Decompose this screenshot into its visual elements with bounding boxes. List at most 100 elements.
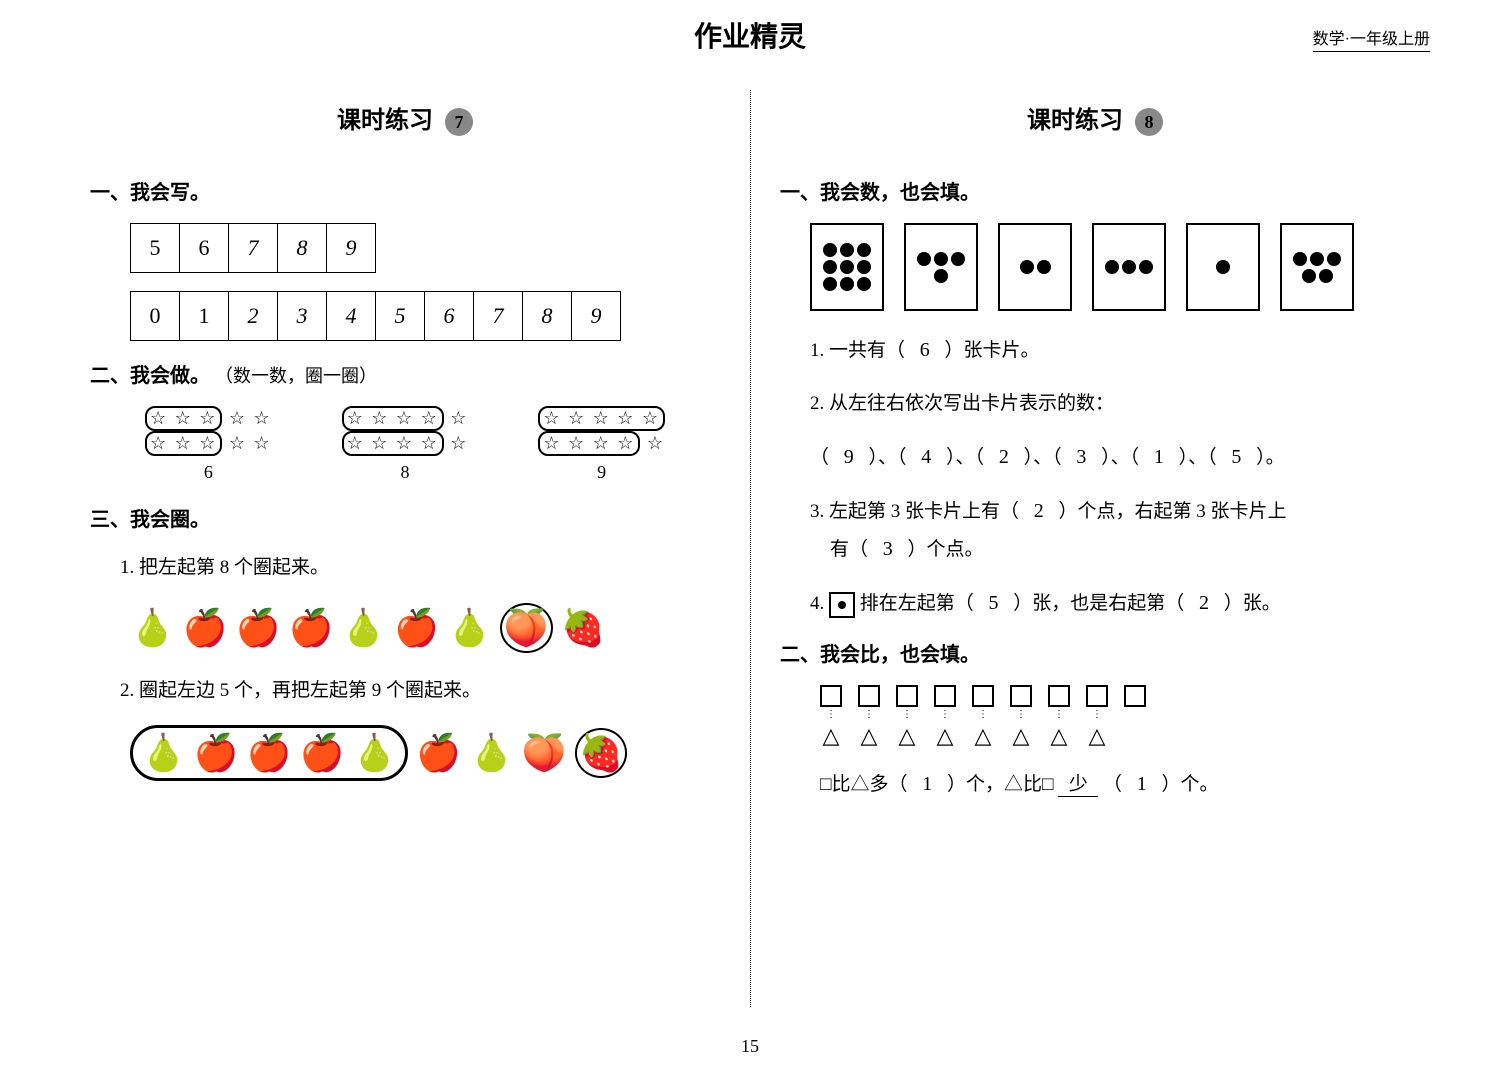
square-icon [1124,685,1146,707]
number-cell: 1 [179,291,229,341]
q3-l2post: ）个点。 [908,539,984,560]
square-icon [1086,685,1108,707]
dot-icon [840,243,854,257]
q3-mid: ）个点，右起第 3 张卡片上 [1059,501,1287,522]
number-cell: 7 [473,291,523,341]
square-icon [1010,685,1032,707]
square-icon [858,685,880,707]
q3-1: 1. 把左起第 8 个圈起来。 [120,550,720,586]
card-row [810,223,1410,311]
fruit-icon: 🍐 [447,607,492,649]
connector-dots-icon: ⋮ [1048,713,1070,717]
q3-ans1: 2 [1024,492,1054,530]
s2-note: （数一数，圈一圈） [215,366,377,386]
fruit-icon: 🍎 [394,607,439,649]
dot-icon [1037,260,1051,274]
single-dot-box-icon [829,592,855,618]
dot-icon [934,269,948,283]
q2-answer-item: （ 9 ）、 [810,447,897,468]
triangle-icon: △ [1010,723,1032,749]
number-cell: 2 [228,291,278,341]
fruit-icon: 🍐 [341,607,386,649]
q4-ans1: 5 [979,584,1009,622]
star-group-9: ☆ ☆ ☆ ☆ ☆ ☆ ☆ ☆ ☆ ☆ 9 [538,406,665,483]
fruit-icon: 🍓 [561,607,606,649]
cmp-word: 少 [1058,769,1098,797]
q1-pre: 1. 一共有（ [810,340,905,361]
dot-icon [823,260,837,274]
square-icon [820,685,842,707]
r-q2-label: 2. 从左往右依次写出卡片表示的数： [810,386,1410,422]
lesson-title-text: 课时练习 [337,108,433,134]
number-row-2: 0123456789 [130,291,720,341]
dot-card [1186,223,1260,311]
triangle-icon: △ [820,723,842,749]
q3-ans2: 3 [873,530,903,568]
fruit-icon: 🍎 [288,607,333,649]
dot-icon [857,277,871,291]
cmp-mid: ）个，△比□ [947,774,1053,795]
number-cell: 5 [375,291,425,341]
connector-dots-icon: ⋮ [934,713,956,717]
triangle-icon: △ [1086,723,1108,749]
q1-post: ）张卡片。 [945,340,1040,361]
compare-block: ⋮⋮⋮⋮⋮⋮⋮⋮ △△△△△△△△ [820,685,1410,749]
q4-post: ）张。 [1224,593,1281,614]
fruit-icon: 🍎 [416,732,461,774]
square-icon [896,685,918,707]
fruit-group-circled: 🍐 🍎 🍎 🍎 🍐 [130,725,408,781]
dot-icon [951,252,965,266]
star-label-6: 6 [145,462,272,483]
square-icon [934,685,956,707]
dot-icon [840,277,854,291]
fruit-icon: 🍎 [194,732,239,774]
r-section-1-heading: 一、我会数，也会填。 [780,176,1410,205]
triangle-icon: △ [896,723,918,749]
dot-icon [1327,252,1341,266]
fruit-icon: 🍐 [130,607,175,649]
q3-2: 2. 圈起左边 5 个，再把左起第 9 个圈起来。 [120,673,720,709]
cmp-ans1: 1 [912,773,942,796]
number-cell: 3 [277,291,327,341]
dot-icon [1310,252,1324,266]
dot-card [1092,223,1166,311]
fruit-icon-circled: 🍑 [500,603,553,653]
dot-icon [1216,260,1230,274]
dot-card [810,223,884,311]
section-1-heading: 一、我会写。 [90,176,720,205]
star-group-6: ☆ ☆ ☆ ☆ ☆ ☆ ☆ ☆ ☆ ☆ 6 [145,406,272,483]
lesson-title-right: 课时练习 8 [780,100,1410,136]
cmp-pre: □比△多（ [820,774,907,795]
r-q2-answers: （ 9 ）、（ 4 ）、（ 2 ）、（ 3 ）、（ 1 ）、（ 5 ）。 [810,438,1410,476]
section-2-heading: 二、我会做。 （数一数，圈一圈） [90,359,720,388]
fruit-icon: 🍐 [469,732,514,774]
dot-icon [857,243,871,257]
dot-icon [1122,260,1136,274]
q2-answer-item: （ 4 ）、 [897,447,975,468]
dot-icon [857,260,871,274]
q4-pre: 4. [810,593,829,614]
lesson-title-left: 课时练习 7 [90,100,720,136]
lesson-number-badge: 7 [445,108,473,136]
squares-row [820,685,1410,707]
dot-icon [1139,260,1153,274]
number-cell: 5 [130,223,180,273]
triangle-icon: △ [972,723,994,749]
connector-dots-icon: ⋮ [1010,713,1032,717]
q3-pre: 3. 左起第 3 张卡片上有（ [810,501,1019,522]
dot-icon [1105,260,1119,274]
fruit-icon: 🍑 [522,732,567,774]
fruit-icon: 🍎 [247,732,292,774]
triangles-row: △△△△△△△△ [820,723,1410,749]
lesson-number-badge: 8 [1135,108,1163,136]
triangle-icon: △ [858,723,880,749]
cmp-ans2: 1 [1127,773,1157,796]
dot-icon [934,252,948,266]
q2-answer-item: （ 2 ）、 [975,447,1053,468]
page-number: 15 [741,1036,759,1057]
fruit-icon: 🍐 [352,732,397,774]
number-cell: 9 [326,223,376,273]
dot-card [904,223,978,311]
r-q1: 1. 一共有（ 6 ）张卡片。 [810,331,1410,369]
number-cell: 4 [326,291,376,341]
